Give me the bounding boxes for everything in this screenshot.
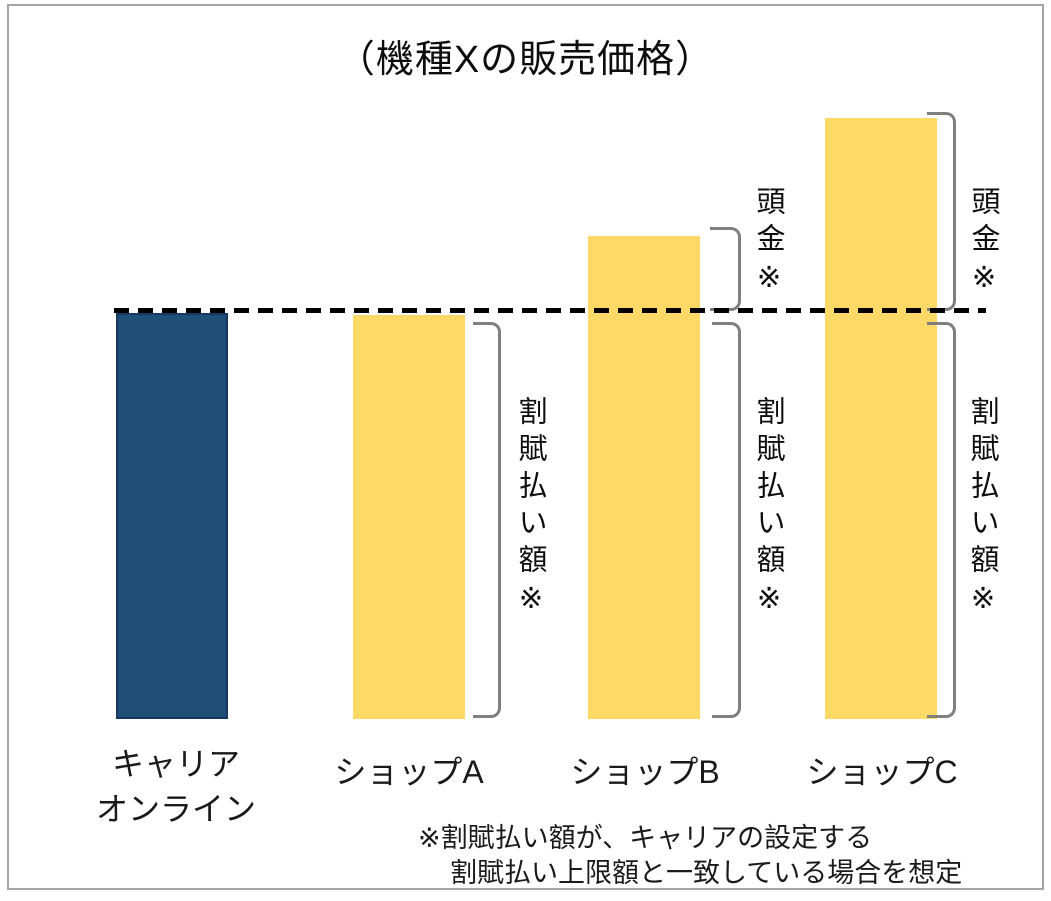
bracket-installment-shop-b xyxy=(712,322,741,718)
bar-shop-b xyxy=(588,236,700,719)
bar-shop-c xyxy=(825,118,937,719)
bracket-installment-shop-c xyxy=(927,322,956,718)
down-payment-label-shop-b: 頭金※ xyxy=(752,186,784,302)
bracket-down-payment-shop-b xyxy=(710,227,741,311)
category-label-shop-a: ショップA xyxy=(334,754,484,790)
installment-label-shop-b: 割賦払い額※ xyxy=(752,396,784,623)
category-label-shop-c: ショップC xyxy=(806,754,958,790)
installment-label-shop-c: 割賦払い額※ xyxy=(966,396,998,623)
bracket-down-payment-shop-c xyxy=(927,112,956,311)
footnote-line1: ※割賦払い額が、キャリアの設定する xyxy=(418,823,873,853)
category-label-carrier-line2: オンライン xyxy=(95,791,256,827)
chart-title: （機種Xの販売価格） xyxy=(336,39,715,81)
footnote-line2: 割賦払い上限額と一致している場合を想定 xyxy=(450,858,963,888)
category-label-shop-b: ショップB xyxy=(570,754,720,790)
down-payment-label-shop-c: 頭金※ xyxy=(967,186,999,302)
category-label-carrier-online: キャリア オンライン xyxy=(66,742,286,832)
category-label-carrier-line1: キャリア xyxy=(111,746,240,782)
bracket-installment-shop-a xyxy=(473,322,501,718)
bar-shop-a xyxy=(353,315,465,719)
bar-carrier-online xyxy=(116,313,228,719)
reference-dashed-line xyxy=(114,308,986,313)
installment-label-shop-a: 割賦払い額※ xyxy=(514,396,546,623)
